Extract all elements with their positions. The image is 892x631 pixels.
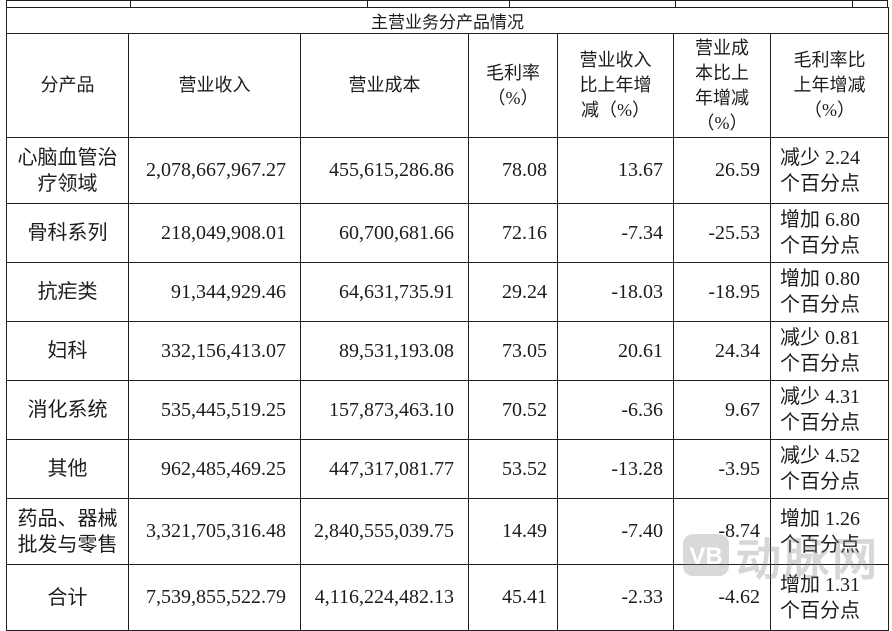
- margin-yoy-cell: 增加 0.80 个百分点: [770, 262, 889, 322]
- fragment-divider: [509, 1, 510, 8]
- revenue-yoy-cell: -2.33: [557, 564, 674, 631]
- revenue-cell: 218,049,908.01: [128, 203, 301, 263]
- cost-cell: 2,840,555,039.75: [300, 498, 469, 565]
- margin-cell: 70.52: [468, 380, 558, 440]
- margin-yoy-cell: 减少 0.81 个百分点: [770, 321, 889, 381]
- cost-cell: 157,873,463.10: [300, 380, 469, 440]
- margin-cell: 14.49: [468, 498, 558, 565]
- margin-cell: 29.24: [468, 262, 558, 322]
- cost-cell: 455,615,286.86: [300, 137, 469, 204]
- fragment-divider: [887, 1, 888, 8]
- margin-cell: 73.05: [468, 321, 558, 381]
- revenue-yoy-cell: 13.67: [557, 137, 674, 204]
- table-row: 其他 962,485,469.25 447,317,081.77 53.52 -…: [6, 439, 889, 499]
- revenue-cell: 962,485,469.25: [128, 439, 301, 499]
- cost-cell: 89,531,193.08: [300, 321, 469, 381]
- cost-yoy-cell: 9.67: [673, 380, 771, 440]
- product-cell: 妇科: [6, 321, 129, 381]
- product-cell: 骨科系列: [6, 203, 129, 263]
- header-product: 分产品: [6, 33, 129, 138]
- margin-cell: 45.41: [468, 564, 558, 631]
- revenue-cell: 91,344,929.46: [128, 262, 301, 322]
- fragment-divider: [852, 1, 853, 8]
- cost-cell: 4,116,224,482.13: [300, 564, 469, 631]
- fragment-divider: [6, 1, 7, 8]
- cost-cell: 60,700,681.66: [300, 203, 469, 263]
- cost-yoy-cell: -25.53: [673, 203, 771, 263]
- margin-yoy-cell: 增加 1.26 个百分点: [770, 498, 889, 565]
- product-cell: 其他: [6, 439, 129, 499]
- cost-yoy-cell: -18.95: [673, 262, 771, 322]
- table-title-row: 主营业务分产品情况: [6, 7, 889, 34]
- fragment-divider: [367, 1, 368, 8]
- table-row-total: 合计 7,539,855,522.79 4,116,224,482.13 45.…: [6, 564, 889, 631]
- header-revenue-yoy: 营业收入 比上年增 减（%）: [557, 33, 674, 138]
- cost-yoy-cell: 24.34: [673, 321, 771, 381]
- header-margin-yoy: 毛利率比 上年增减 （%）: [770, 33, 889, 138]
- cost-yoy-cell: -8.74: [673, 498, 771, 565]
- product-cell: 合计: [6, 564, 129, 631]
- product-revenue-table: 主营业务分产品情况 分产品 营业收入 营业成本 毛利率 （%） 营业收入 比上年…: [6, 7, 889, 631]
- product-cell: 心脑血管治 疗领域: [6, 137, 129, 204]
- table-row: 心脑血管治 疗领域 2,078,667,967.27 455,615,286.8…: [6, 137, 889, 204]
- fragment-divider: [130, 1, 131, 8]
- product-cell: 药品、器械 批发与零售: [6, 498, 129, 565]
- margin-yoy-cell: 减少 2.24 个百分点: [770, 137, 889, 204]
- table-row: 妇科 332,156,413.07 89,531,193.08 73.05 20…: [6, 321, 889, 381]
- revenue-cell: 2,078,667,967.27: [128, 137, 301, 204]
- cost-cell: 447,317,081.77: [300, 439, 469, 499]
- revenue-yoy-cell: 20.61: [557, 321, 674, 381]
- revenue-yoy-cell: -6.36: [557, 380, 674, 440]
- revenue-yoy-cell: -13.28: [557, 439, 674, 499]
- margin-cell: 78.08: [468, 137, 558, 204]
- table-header-row: 分产品 营业收入 营业成本 毛利率 （%） 营业收入 比上年增 减（%） 营业成…: [6, 33, 889, 138]
- revenue-yoy-cell: -18.03: [557, 262, 674, 322]
- margin-yoy-cell: 减少 4.31 个百分点: [770, 380, 889, 440]
- table-title: 主营业务分产品情况: [6, 7, 889, 34]
- margin-cell: 72.16: [468, 203, 558, 263]
- fragment-divider: [675, 1, 676, 8]
- margin-cell: 53.52: [468, 439, 558, 499]
- table-row: 药品、器械 批发与零售 3,321,705,316.48 2,840,555,0…: [6, 498, 889, 565]
- revenue-cell: 535,445,519.25: [128, 380, 301, 440]
- product-cell: 抗疟类: [6, 262, 129, 322]
- revenue-cell: 7,539,855,522.79: [128, 564, 301, 631]
- table-row: 骨科系列 218,049,908.01 60,700,681.66 72.16 …: [6, 203, 889, 263]
- product-cell: 消化系统: [6, 380, 129, 440]
- margin-yoy-cell: 减少 4.52 个百分点: [770, 439, 889, 499]
- table-row: 消化系统 535,445,519.25 157,873,463.10 70.52…: [6, 380, 889, 440]
- revenue-yoy-cell: -7.34: [557, 203, 674, 263]
- header-margin: 毛利率 （%）: [468, 33, 558, 138]
- cost-yoy-cell: -3.95: [673, 439, 771, 499]
- cost-cell: 64,631,735.91: [300, 262, 469, 322]
- cost-yoy-cell: -4.62: [673, 564, 771, 631]
- revenue-cell: 332,156,413.07: [128, 321, 301, 381]
- revenue-cell: 3,321,705,316.48: [128, 498, 301, 565]
- margin-yoy-cell: 增加 6.80 个百分点: [770, 203, 889, 263]
- margin-yoy-cell: 增加 1.31 个百分点: [770, 564, 889, 631]
- header-cost-yoy: 营业成 本比上 年增减 （%）: [673, 33, 771, 138]
- cropped-row-fragment: [6, 0, 888, 8]
- revenue-yoy-cell: -7.40: [557, 498, 674, 565]
- table-row: 抗疟类 91,344,929.46 64,631,735.91 29.24 -1…: [6, 262, 889, 322]
- header-revenue: 营业收入: [128, 33, 301, 138]
- header-cost: 营业成本: [300, 33, 469, 138]
- cost-yoy-cell: 26.59: [673, 137, 771, 204]
